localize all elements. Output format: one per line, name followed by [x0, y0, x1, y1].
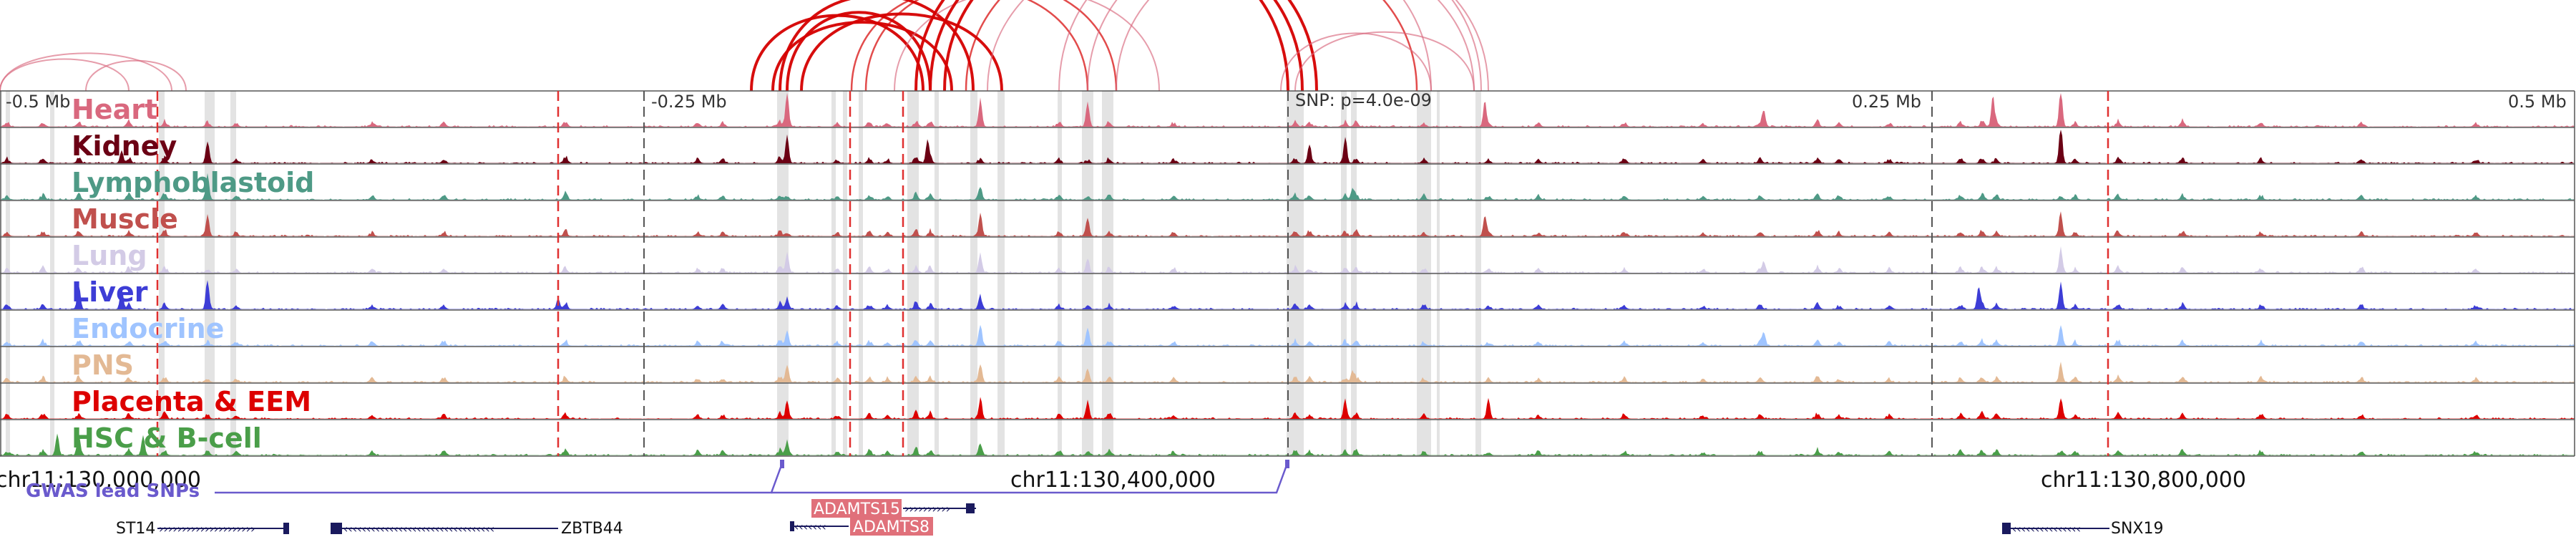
track-label-liver: Liver [72, 276, 148, 308]
coord-label-130400000: chr11:130,400,000 [1010, 468, 1216, 493]
gene-adamts15: ADAMTS15 ›››››››››› [811, 499, 976, 518]
track-labels: Heart Kidney Lymphoblastoid Muscle Lung … [72, 94, 314, 454]
gene-zbtb44: ‹‹‹‹‹‹‹‹‹‹‹‹‹‹‹‹‹‹‹‹‹‹‹‹‹‹‹‹‹‹‹‹‹ ZBTB44 [331, 520, 623, 537]
gene-snx19: ‹‹‹‹‹‹‹‹‹‹‹‹‹‹‹ SNX19 [2002, 520, 2164, 537]
loop-arc [85, 59, 187, 92]
strand-arrows: ‹‹‹‹‹‹‹ [794, 520, 826, 533]
gene-label-background [850, 517, 933, 536]
gene-exon [331, 523, 342, 534]
gene-label-zbtb44: ZBTB44 [561, 520, 623, 537]
region-boundaries [156, 91, 2109, 456]
gwas-snp-marker [1285, 460, 1289, 468]
signal-track-placenta [0, 397, 2575, 419]
axis-tick-minus-0.5mb: -0.5 Mb [6, 92, 70, 112]
loop-arc [800, 12, 1003, 92]
chromatin-loop-arcs [0, 0, 1489, 92]
gene-models: ST14 ››››››››››››››››››››› ‹‹‹‹‹‹‹‹‹‹‹‹‹… [116, 499, 2164, 537]
gene-st14: ST14 ››››››››››››››››››››› [116, 520, 289, 537]
track-label-pns: PNS [72, 349, 134, 381]
loop-arc [965, 0, 1418, 92]
track-label-placenta: Placenta & EEM [72, 386, 311, 417]
loop-arc [850, 0, 1089, 92]
loop-arc [894, 0, 1160, 92]
axis-tick-minus-0.25mb: -0.25 Mb [651, 92, 727, 112]
axis-tick-0.25mb: 0.25 Mb [1852, 92, 1921, 112]
loop-arc [1280, 32, 1432, 92]
gwas-connector-line [215, 465, 783, 494]
gene-label-adamts15: ADAMTS15 [814, 500, 900, 518]
loop-arc [0, 52, 172, 92]
gene-label-background [811, 499, 902, 518]
loop-arc [987, 0, 1475, 92]
loop-arc [864, 0, 1118, 92]
axis-tick-0.5mb: 0.5 Mb [2508, 92, 2567, 112]
track-label-muscle: Muscle [72, 203, 178, 235]
coord-label-130000000: chr11:130,000,000 [0, 468, 201, 493]
gene-exon [966, 503, 975, 513]
gene-label-st14: ST14 [116, 520, 155, 537]
genomic-coordinates: chr11:130,000,000 chr11:130,400,000 chr1… [0, 468, 2246, 493]
gene-label-adamts8: ADAMTS8 [853, 518, 930, 536]
signal-track-heart [0, 93, 2575, 127]
gene-exon [2002, 523, 2011, 534]
track-label-endocrine: Endocrine [72, 313, 224, 344]
signal-track-muscle [0, 211, 2575, 236]
signal-track-kidney [0, 130, 2575, 163]
track-label-hsc: HSC & B-cell [72, 422, 262, 454]
gene-exon [790, 521, 794, 531]
gwas-label: GWAS lead SNPs [26, 480, 200, 502]
track-label-heart: Heart [72, 94, 157, 125]
track-label-kidney: Kidney [72, 130, 177, 162]
loop-arc [1058, 0, 1432, 92]
track-label-lymphoblastoid: Lymphoblastoid [72, 167, 314, 198]
loop-arc [771, 21, 953, 92]
signal-track-liver [0, 280, 2575, 309]
loop-arc [1116, 0, 1489, 92]
loop-arc [779, 0, 975, 92]
loop-arc [1294, 31, 1475, 92]
signal-track-pns [0, 362, 2575, 382]
loop-arc [1087, 0, 1482, 92]
strand-arrows: ‹‹‹‹‹‹‹‹‹‹‹‹‹‹‹ [2012, 522, 2081, 536]
strand-arrows: ‹‹‹‹‹‹‹‹‹‹‹‹‹‹‹‹‹‹‹‹‹‹‹‹‹‹‹‹‹‹‹‹‹ [343, 522, 494, 536]
gwas-connector-line [771, 465, 1288, 494]
signal-track-lung [0, 246, 2575, 273]
gene-exon [283, 523, 289, 534]
gwas-lead-snps: GWAS lead SNPs [26, 460, 1289, 502]
gwas-snp-marker [780, 460, 784, 468]
strand-arrows: ››››››››››››››››››››› [159, 522, 255, 536]
loop-arc [786, 11, 932, 92]
coord-label-130800000: chr11:130,800,000 [2041, 468, 2246, 493]
signal-track-endocrine [0, 324, 2575, 346]
loop-arc [943, 0, 1318, 92]
gene-label-snx19: SNX19 [2111, 520, 2164, 537]
axis-tick-snp: SNP: p=4.0e-09 [1295, 90, 1432, 110]
loop-arc [929, 0, 1304, 92]
distance-axis: -0.5 Mb -0.25 Mb SNP: p=4.0e-09 0.25 Mb … [6, 90, 2567, 112]
loop-arc [914, 0, 1289, 92]
gene-adamts8: ‹‹‹‹‹‹‹ ADAMTS8 [790, 517, 933, 536]
strand-arrows: ›››››››››› [904, 502, 950, 516]
loop-arc [0, 58, 130, 92]
track-label-lung: Lung [72, 240, 147, 271]
